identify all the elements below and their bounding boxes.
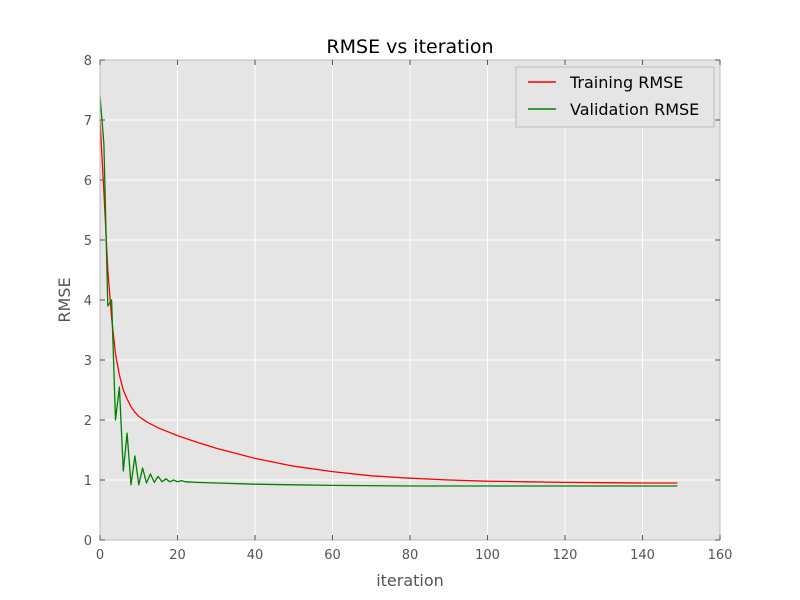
x-axis-label: iteration: [376, 571, 444, 590]
x-tick-label: 100: [475, 548, 500, 563]
series-line-validation-rmse: [99, 95, 678, 487]
legend-box: [515, 66, 715, 128]
y-tick-label: 4: [84, 294, 92, 309]
legend-label: Training RMSE: [569, 73, 683, 92]
y-tick-label: 7: [84, 114, 92, 129]
x-tick-label: 140: [630, 548, 655, 563]
x-tick-label: 0: [96, 548, 104, 563]
y-tick-label: 0: [84, 534, 92, 549]
y-tick-label: 2: [84, 414, 92, 429]
y-tick-label: 8: [84, 54, 92, 69]
x-tick-label: 160: [708, 548, 733, 563]
x-tick-label: 60: [324, 548, 341, 563]
x-tick-label: 120: [553, 548, 578, 563]
series-layer: [99, 95, 678, 487]
x-tick-label: 20: [169, 548, 186, 563]
series-line-training-rmse: [99, 119, 678, 484]
x-tick-label: 40: [247, 548, 264, 563]
x-tick-label: 80: [402, 548, 419, 563]
ticks: 0 20 40 60 80 100 120 140 160 0 1 2 3 4 5 6 7 8: [84, 54, 733, 563]
y-tick-label: 6: [84, 174, 92, 189]
y-tick-label: 3: [84, 354, 92, 369]
y-axis-label: RMSE: [55, 277, 74, 322]
legend-label: Validation RMSE: [570, 100, 699, 119]
y-tick-label: 5: [84, 234, 92, 249]
y-tick-label: 1: [84, 474, 92, 489]
chart-title: RMSE vs iteration: [326, 36, 493, 58]
legend: Training RMSE Validation RMSE: [515, 66, 715, 128]
